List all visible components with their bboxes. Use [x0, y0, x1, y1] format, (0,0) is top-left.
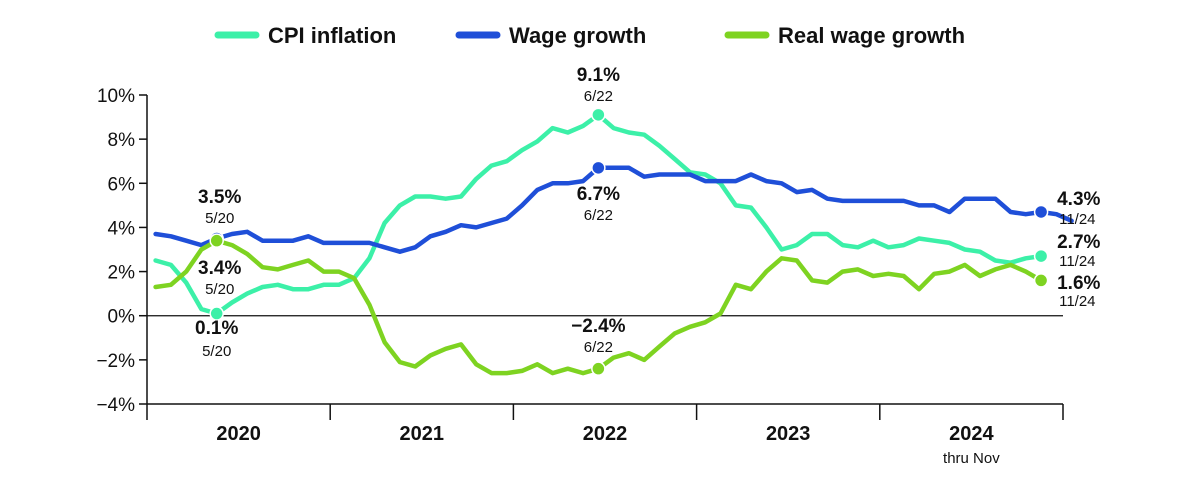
y-tick-label: 10% — [97, 86, 135, 107]
y-tick-label: 4% — [108, 218, 136, 239]
annotation-value: 3.4% — [198, 258, 241, 279]
annotation-date: 11/24 — [1059, 253, 1095, 270]
axes: −4% −2% 0% 2% 4% 6% 8% 10% 2020 2021 2022 2023 2024 t… — [96, 86, 1064, 467]
annotation-marker — [1033, 204, 1049, 220]
annotation-date: 5/20 — [202, 343, 231, 360]
annotations: 0.1% 5/20 3.5% 5/20 3.4% 5/20 9.1% 6/22 6.7% 6/22… — [195, 65, 1100, 360]
annotation-date: 6/22 — [584, 339, 613, 356]
annotation-marker — [591, 361, 606, 376]
annotation-value: 9.1% — [577, 65, 620, 86]
annotation-value: −2.4% — [571, 316, 626, 337]
annotation-value: 2.7% — [1057, 232, 1100, 253]
y-tick-label: 6% — [108, 174, 136, 195]
annotation-value: 6.7% — [577, 184, 620, 205]
annotation-date: 5/20 — [205, 210, 234, 227]
annotation-value: 3.5% — [198, 187, 241, 208]
series-line — [153, 165, 1074, 254]
x-year-label: 2024 — [949, 423, 994, 445]
annotation-marker — [1033, 273, 1049, 288]
y-tick-label: 2% — [108, 263, 136, 284]
legend-label: Real wage growth — [778, 23, 965, 48]
legend-label: Wage growth — [509, 23, 646, 48]
y-tick-label: 8% — [108, 130, 136, 151]
x-axis-note: thru Nov — [943, 450, 1000, 467]
annotation-marker — [591, 107, 606, 123]
markers — [209, 107, 1049, 376]
y-tick-label: −4% — [96, 395, 135, 416]
annotation-date: 11/24 — [1059, 293, 1095, 310]
annotation-value: 1.6% — [1057, 273, 1100, 294]
annotation-date: 11/24 — [1059, 211, 1095, 228]
annotation-marker — [1033, 248, 1049, 264]
annotation-value: 4.3% — [1057, 189, 1100, 210]
annotation-value: 0.1% — [195, 318, 238, 339]
x-year-label: 2022 — [583, 423, 628, 445]
annotation-date: 6/22 — [584, 88, 613, 105]
x-year-label: 2023 — [766, 423, 811, 445]
annotation-marker — [209, 233, 224, 248]
y-tick-label: −2% — [96, 351, 135, 372]
y-tick-label: 0% — [108, 307, 136, 328]
annotation-marker — [209, 306, 224, 321]
legend-label: CPI inflation — [268, 23, 396, 48]
annotation-date: 5/20 — [205, 281, 234, 298]
x-year-label: 2020 — [216, 423, 261, 445]
x-year-label: 2021 — [400, 423, 445, 445]
annotation-marker — [591, 160, 606, 176]
annotation-date: 6/22 — [584, 207, 613, 224]
legend: CPI inflation Wage growth Real wage growth — [214, 23, 965, 48]
